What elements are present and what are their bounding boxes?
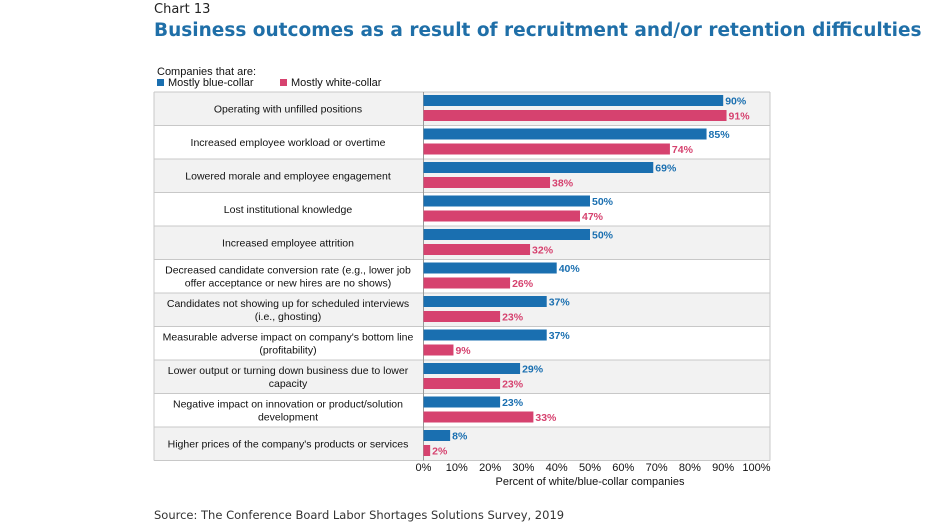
x-tick-label: 70% bbox=[646, 462, 668, 474]
bar-white-collar bbox=[423, 311, 501, 322]
data-label: 37% bbox=[549, 297, 571, 309]
data-label: 90% bbox=[725, 96, 747, 108]
bar-blue-collar bbox=[423, 296, 547, 307]
bar-blue-collar bbox=[423, 128, 707, 140]
bar-white-collar bbox=[423, 378, 501, 389]
data-label: 85% bbox=[709, 129, 731, 141]
bar-blue-collar bbox=[423, 363, 521, 374]
bar-blue-collar bbox=[423, 329, 547, 341]
data-label: 26% bbox=[512, 278, 534, 290]
category-label: Candidates not showing up for scheduled … bbox=[167, 298, 409, 323]
bar-white-collar bbox=[423, 445, 431, 456]
chart-number: Chart 13 bbox=[154, 2, 211, 17]
legend-swatch-blue bbox=[157, 79, 164, 86]
data-label: 23% bbox=[502, 312, 524, 324]
source-note: Source: The Conference Board Labor Short… bbox=[154, 508, 565, 522]
x-tick-label: 40% bbox=[546, 462, 568, 474]
data-label: 50% bbox=[592, 230, 614, 242]
bar-white-collar bbox=[423, 210, 581, 222]
category-label: Increased employee workload or overtime bbox=[191, 137, 386, 149]
bar-white-collar bbox=[423, 344, 454, 356]
category-label: Measurable adverse impact on company's b… bbox=[163, 331, 414, 356]
data-label: 37% bbox=[549, 330, 571, 342]
data-label: 32% bbox=[532, 245, 554, 257]
data-label: 91% bbox=[729, 111, 751, 123]
legend-title: Companies that are: bbox=[157, 66, 257, 78]
data-label: 8% bbox=[452, 431, 468, 443]
legend-item-white-collar: Mostly white-collar bbox=[280, 77, 381, 89]
data-label: 40% bbox=[559, 263, 581, 275]
data-label: 9% bbox=[455, 345, 471, 357]
category-label: Lost institutional knowledge bbox=[224, 204, 353, 216]
bar-blue-collar bbox=[423, 396, 501, 408]
x-tick-label: 30% bbox=[512, 462, 534, 474]
bar-white-collar bbox=[423, 110, 727, 121]
row-band bbox=[154, 427, 770, 461]
data-label: 69% bbox=[655, 163, 677, 175]
bar-white-collar bbox=[423, 177, 551, 188]
category-label: Decreased candidate conversion rate (e.g… bbox=[165, 264, 411, 289]
x-tick-label: 50% bbox=[579, 462, 601, 474]
data-label: 23% bbox=[502, 397, 524, 409]
bar-chart: Operating with unfilled positions Increas… bbox=[153, 91, 771, 488]
legend-label-white-collar: Mostly white-collar bbox=[291, 77, 382, 89]
x-tick-label: 80% bbox=[679, 462, 701, 474]
bar-white-collar bbox=[423, 244, 531, 255]
legend-item-blue-collar: Mostly blue-collar bbox=[157, 77, 254, 89]
x-tick-label: 100% bbox=[742, 462, 770, 474]
x-tick-label: 0% bbox=[416, 462, 432, 474]
data-label: 23% bbox=[502, 379, 524, 391]
bar-blue-collar bbox=[423, 162, 654, 173]
data-label: 38% bbox=[552, 178, 574, 190]
data-label: 74% bbox=[672, 144, 694, 156]
bar-white-collar bbox=[423, 411, 534, 423]
bar-blue-collar bbox=[423, 95, 724, 106]
bar-blue-collar bbox=[423, 195, 590, 207]
data-label: 50% bbox=[592, 196, 614, 208]
x-tick-label: 20% bbox=[479, 462, 501, 474]
data-label: 2% bbox=[432, 446, 448, 458]
bar-blue-collar bbox=[423, 430, 451, 441]
x-tick-label: 10% bbox=[446, 462, 468, 474]
category-label: Lower output or turning down business du… bbox=[168, 365, 409, 390]
x-tick-label: 90% bbox=[712, 462, 734, 474]
category-label: Operating with unfilled positions bbox=[214, 103, 362, 115]
bar-white-collar bbox=[423, 143, 670, 155]
bar-white-collar bbox=[423, 277, 511, 289]
category-label: Negative impact on innovation or product… bbox=[173, 398, 403, 423]
category-label: Higher prices of the company's products … bbox=[168, 438, 409, 450]
bar-blue-collar bbox=[423, 229, 590, 240]
legend-label-blue-collar: Mostly blue-collar bbox=[168, 77, 254, 89]
bar-blue-collar bbox=[423, 262, 557, 274]
x-axis-label: Percent of white/blue-collar companies bbox=[496, 476, 685, 488]
data-label: 33% bbox=[535, 412, 557, 424]
category-label: Increased employee attrition bbox=[222, 237, 354, 249]
chart-title: Business outcomes as a result of recruit… bbox=[154, 20, 922, 41]
data-label: 29% bbox=[522, 364, 544, 376]
legend-swatch-pink bbox=[280, 79, 287, 86]
x-tick-label: 60% bbox=[612, 462, 634, 474]
data-label: 47% bbox=[582, 211, 604, 223]
category-label: Lowered morale and employee engagement bbox=[185, 170, 391, 182]
